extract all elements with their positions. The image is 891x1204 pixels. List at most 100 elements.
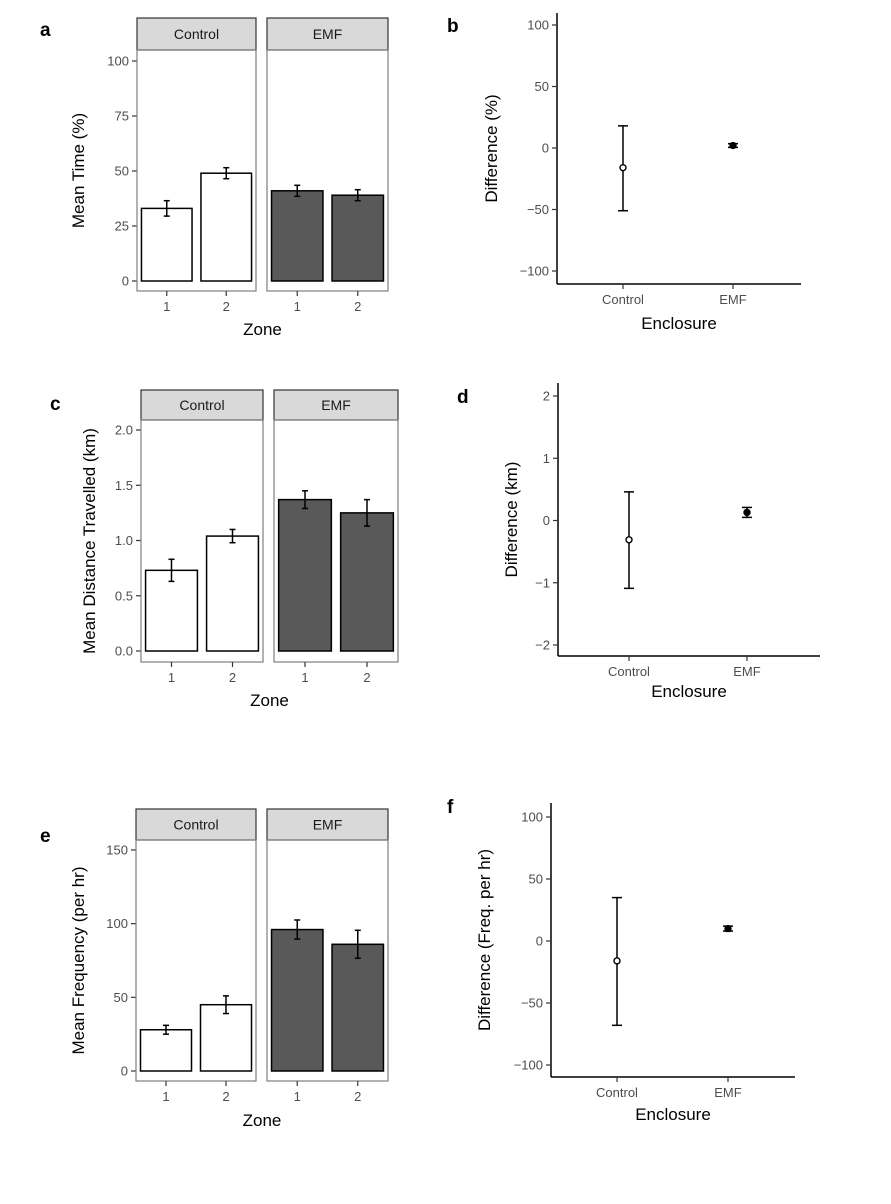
y-tick-label: −1	[535, 575, 550, 590]
bar	[140, 207, 193, 282]
data-point	[625, 536, 633, 544]
y-tick-label: 2	[543, 389, 550, 404]
data-point	[729, 141, 737, 150]
y-tick-label: 1.0	[115, 533, 133, 548]
facet-strip	[266, 808, 389, 841]
panel-label: e	[40, 826, 51, 847]
bar	[270, 928, 324, 1072]
y-tick-label: 25	[115, 219, 129, 234]
facet-strip-label: Control	[173, 817, 218, 833]
y-tick-label: 0	[121, 1064, 128, 1079]
y-tick-label: −2	[535, 638, 550, 653]
y-axis-title: Mean Frequency (per hr)	[69, 866, 88, 1054]
bar	[200, 172, 253, 282]
bar	[144, 569, 199, 652]
facet-panel-border	[136, 49, 257, 292]
y-tick-label: 50	[535, 79, 549, 94]
chart-panel-f: f −100 −50 0 50 100 Difference (Freq. per hr) C…	[447, 797, 795, 1124]
x-axis-title: Zone	[243, 1111, 282, 1130]
x-tick-label: 1	[163, 299, 170, 314]
y-tick-label: 100	[107, 54, 129, 69]
facet-strip-label: EMF	[313, 817, 343, 833]
y-tick-label: 100	[527, 18, 549, 33]
x-tick-label: 2	[222, 1089, 229, 1104]
y-tick-label: 0.0	[115, 644, 133, 659]
y-axis-title: Difference (Freq. per hr)	[475, 849, 494, 1031]
x-axis-title: Zone	[250, 691, 289, 710]
y-tick-label: 75	[115, 109, 129, 124]
panel-label: b	[447, 16, 459, 37]
facet-strip-label: EMF	[321, 397, 351, 413]
bar	[331, 194, 385, 282]
panel-label: a	[40, 20, 51, 41]
x-tick-label: 1	[162, 1089, 169, 1104]
y-tick-label: 100	[106, 916, 128, 931]
x-tick-label: 1	[294, 1089, 301, 1104]
y-tick-label: 100	[521, 810, 543, 825]
x-tick-label: 2	[223, 299, 230, 314]
y-tick-label: 50	[114, 990, 128, 1005]
bar	[331, 943, 385, 1072]
x-tick-label: Control	[596, 1085, 638, 1100]
y-axis-title: Difference (%)	[482, 94, 501, 202]
x-tick-label: Control	[602, 292, 644, 307]
x-axis-title: Enclosure	[641, 314, 717, 333]
x-tick-label: 2	[229, 670, 236, 685]
facet-panel-border	[135, 839, 257, 1082]
y-tick-label: 1.5	[115, 478, 133, 493]
x-axis-title: Zone	[243, 320, 282, 339]
x-tick-label: 1	[294, 299, 301, 314]
facet-panel-border	[266, 839, 389, 1082]
y-tick-label: 150	[106, 843, 128, 858]
facet-panel-border	[140, 419, 264, 663]
bar	[270, 190, 324, 282]
facet-strip-label: Control	[179, 397, 224, 413]
x-tick-label: 2	[354, 1089, 361, 1104]
x-tick-label: 2	[354, 299, 361, 314]
x-tick-label: EMF	[719, 292, 747, 307]
data-point	[613, 957, 621, 965]
bar	[277, 498, 333, 652]
y-axis-title: Mean Distance Travelled (km)	[80, 428, 99, 654]
x-tick-label: Control	[608, 664, 650, 679]
facet-strip	[136, 17, 257, 51]
y-axis-title: Mean Time (%)	[69, 113, 88, 228]
x-tick-label: 1	[301, 670, 308, 685]
y-tick-label: 0.5	[115, 588, 133, 603]
y-tick-label: −100	[514, 1058, 543, 1073]
chart-panel-a: a 0 25 50 75 100 Mean Time (%) Control 1 2 EMF 1 2 Zo…	[40, 17, 389, 339]
chart-panel-e: e 0 50 100 150 Mean Frequency (per hr) Control…	[40, 808, 389, 1130]
y-tick-label: 50	[529, 872, 543, 887]
panel-label: c	[50, 394, 61, 415]
panel-label: f	[447, 797, 454, 818]
y-tick-label: 0	[543, 513, 550, 528]
panel-label: d	[457, 387, 469, 408]
x-tick-label: EMF	[733, 664, 761, 679]
y-tick-label: 1	[543, 451, 550, 466]
x-tick-label: 2	[363, 670, 370, 685]
bar	[139, 1028, 193, 1072]
y-tick-label: −100	[520, 264, 549, 279]
x-axis-title: Enclosure	[651, 682, 727, 701]
data-point	[724, 924, 732, 933]
data-point	[619, 163, 627, 172]
y-tick-label: 0	[542, 141, 549, 156]
facet-strip	[140, 389, 264, 421]
x-tick-label: EMF	[714, 1085, 742, 1100]
bar	[205, 535, 260, 652]
y-tick-label: 0	[536, 934, 543, 949]
facet-strip-label: EMF	[313, 26, 343, 42]
y-axis-title: Difference (km)	[502, 462, 521, 578]
y-tick-label: −50	[527, 202, 549, 217]
data-point	[743, 508, 751, 517]
y-tick-label: 50	[115, 164, 129, 179]
bar	[339, 512, 395, 652]
chart-panel-d: d −2 −1 0 1 2 Difference (km) Control EMF Enclosu…	[457, 383, 820, 701]
y-tick-label: 2.0	[115, 423, 133, 438]
chart-panel-c: c 0.0 0.5 1.0 1.5 2.0 Mean Distance Travelled …	[50, 389, 399, 710]
chart-panel-b: b −100 −50 0 50 100 Difference (%) Control EMFEn…	[447, 13, 801, 333]
x-axis-title: Enclosure	[635, 1105, 711, 1124]
bar	[199, 1003, 253, 1072]
facet-strip-label: Control	[174, 26, 219, 42]
